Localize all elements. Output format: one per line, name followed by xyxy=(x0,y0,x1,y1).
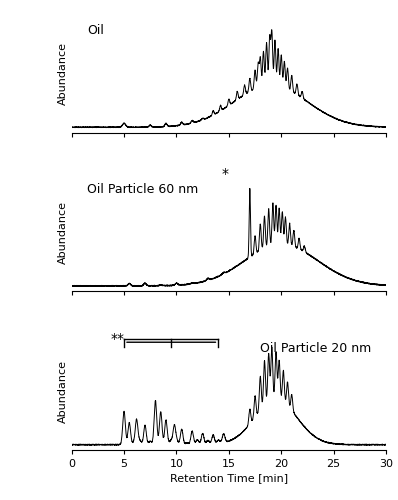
Y-axis label: Abundance: Abundance xyxy=(57,42,68,106)
Text: Oil Particle 20 nm: Oil Particle 20 nm xyxy=(260,342,372,355)
X-axis label: Retention Time [min]: Retention Time [min] xyxy=(170,473,288,483)
Text: **: ** xyxy=(110,332,125,346)
Text: Oil: Oil xyxy=(88,24,104,38)
Y-axis label: Abundance: Abundance xyxy=(57,360,68,422)
Y-axis label: Abundance: Abundance xyxy=(57,201,68,264)
Text: Oil Particle 60 nm: Oil Particle 60 nm xyxy=(88,183,199,196)
Text: *: * xyxy=(221,167,228,181)
